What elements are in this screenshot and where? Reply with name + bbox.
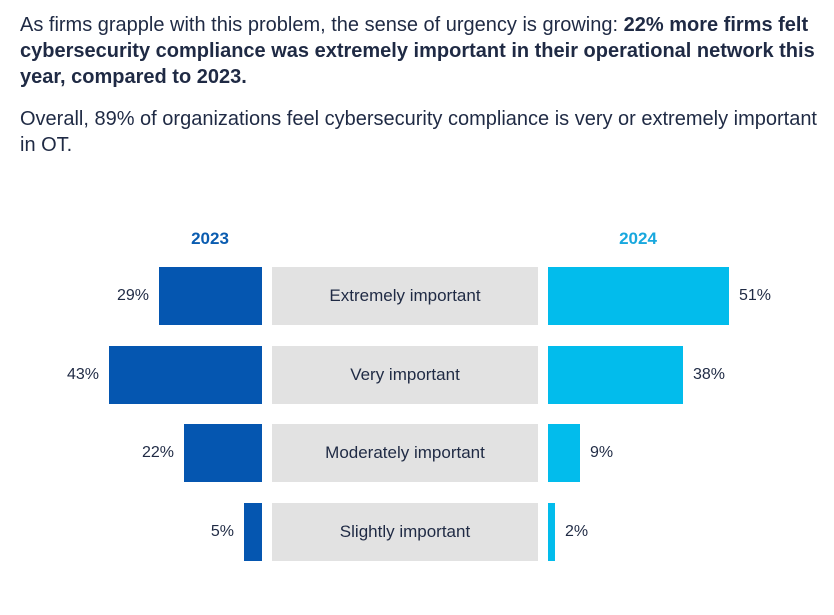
bar-2024-extremely-important xyxy=(548,267,729,325)
bar-2023-extremely-important xyxy=(159,267,262,325)
label-2024-slightly-important: 2% xyxy=(565,523,589,540)
label-2024-very-important: 38% xyxy=(693,366,726,383)
bar-2023-slightly-important xyxy=(244,503,262,561)
bar-2024-slightly-important xyxy=(548,503,555,561)
intro-paragraph: As firms grapple with this problem, the … xyxy=(20,12,820,90)
intro-bold: 22% more firms felt cybersecurity compli… xyxy=(20,14,815,88)
label-2023-moderately-important: 22% xyxy=(141,444,174,461)
bar-2023-moderately-important xyxy=(184,424,262,482)
category-slightly-important: Slightly important xyxy=(272,503,538,561)
label-2024-moderately-important: 9% xyxy=(590,444,614,461)
bar-2024-very-important xyxy=(548,346,683,404)
label-2023-extremely-important: 29% xyxy=(116,287,149,304)
label-2023-slightly-important: 5% xyxy=(210,523,234,540)
category-moderately-important: Moderately important xyxy=(272,424,538,482)
bar-2024-moderately-important xyxy=(548,424,580,482)
bar-2023-very-important xyxy=(109,346,262,404)
label-2023-very-important: 43% xyxy=(66,366,99,383)
category-very-important: Very important xyxy=(272,346,538,404)
legend-2023: 2023 xyxy=(191,229,229,248)
category-extremely-important: Extremely important xyxy=(272,267,538,325)
legend-2024: 2024 xyxy=(619,229,657,248)
label-2024-extremely-important: 51% xyxy=(739,287,772,304)
intro-lead: As firms grapple with this problem, the … xyxy=(20,14,624,36)
overall-paragraph: Overall, 89% of organizations feel cyber… xyxy=(20,108,817,156)
